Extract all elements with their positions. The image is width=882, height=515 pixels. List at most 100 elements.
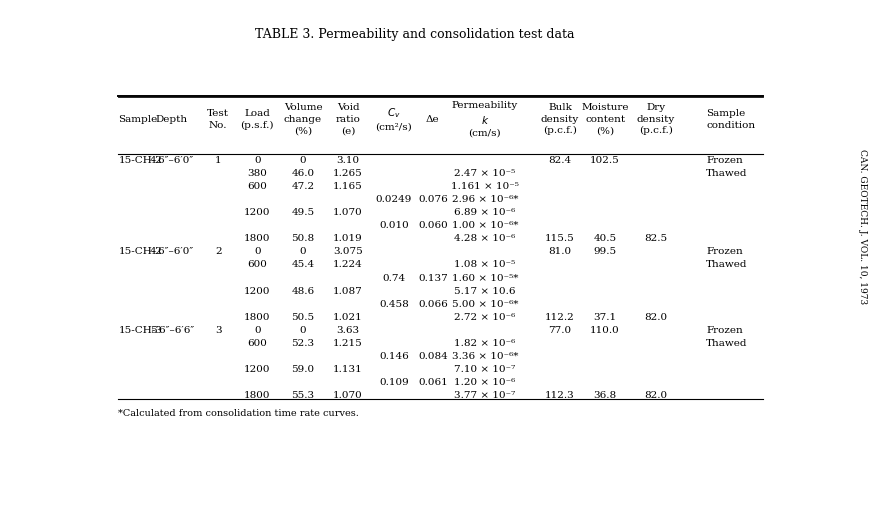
Text: Sample: Sample <box>118 115 158 124</box>
Text: 0.74: 0.74 <box>383 273 406 283</box>
Text: 1200: 1200 <box>244 208 271 217</box>
Text: Frozen: Frozen <box>706 247 743 256</box>
Text: 59.0: 59.0 <box>291 365 315 374</box>
Text: 3.77 × 10⁻⁷: 3.77 × 10⁻⁷ <box>454 391 515 400</box>
Text: Depth: Depth <box>156 115 188 124</box>
Text: 2.96 × 10⁻⁶*: 2.96 × 10⁻⁶* <box>452 195 518 204</box>
Text: 3.36 × 10⁻⁶*: 3.36 × 10⁻⁶* <box>452 352 518 361</box>
Text: 77.0: 77.0 <box>549 326 572 335</box>
Text: 3.10: 3.10 <box>337 156 360 165</box>
Text: 82.4: 82.4 <box>549 156 572 165</box>
Text: $C_v$
(cm²/s): $C_v$ (cm²/s) <box>376 107 412 132</box>
Text: 2.47 × 10⁻⁵: 2.47 × 10⁻⁵ <box>454 169 515 178</box>
Text: Thawed: Thawed <box>706 169 748 178</box>
Text: 82.0: 82.0 <box>644 313 668 322</box>
Text: 1.165: 1.165 <box>333 182 363 191</box>
Text: 82.0: 82.0 <box>644 391 668 400</box>
Text: 0.109: 0.109 <box>379 378 408 387</box>
Text: 5′6″–6′6″: 5′6″–6′6″ <box>150 326 194 335</box>
Text: *Calculated from consolidation time rate curves.: *Calculated from consolidation time rate… <box>118 409 359 418</box>
Text: 4.28 × 10⁻⁶: 4.28 × 10⁻⁶ <box>454 234 515 243</box>
Text: Load
(p.s.f.): Load (p.s.f.) <box>241 109 274 130</box>
Text: 15-CH-2: 15-CH-2 <box>118 247 162 256</box>
Text: 0.060: 0.060 <box>418 221 448 230</box>
Text: 37.1: 37.1 <box>594 313 617 322</box>
Text: 600: 600 <box>247 339 267 348</box>
Text: 0.066: 0.066 <box>418 300 448 308</box>
Text: Volume
change
(%): Volume change (%) <box>284 104 322 135</box>
Text: 1.82 × 10⁻⁶: 1.82 × 10⁻⁶ <box>454 339 515 348</box>
Text: 112.2: 112.2 <box>545 313 575 322</box>
Text: 40.5: 40.5 <box>594 234 617 243</box>
Text: 0.084: 0.084 <box>418 352 448 361</box>
Text: 0: 0 <box>300 326 306 335</box>
Text: 1.265: 1.265 <box>333 169 363 178</box>
Text: 99.5: 99.5 <box>594 247 617 256</box>
Text: 45.4: 45.4 <box>291 261 315 269</box>
Text: 4′6″–6′0″: 4′6″–6′0″ <box>150 156 194 165</box>
Text: Dry
density
(p.c.f.): Dry density (p.c.f.) <box>637 104 675 135</box>
Text: 46.0: 46.0 <box>291 169 315 178</box>
Text: 1: 1 <box>215 156 221 165</box>
Text: Frozen: Frozen <box>706 156 743 165</box>
Text: 1.08 × 10⁻⁵: 1.08 × 10⁻⁵ <box>454 261 515 269</box>
Text: 50.8: 50.8 <box>291 234 315 243</box>
Text: 0.146: 0.146 <box>379 352 408 361</box>
Text: 0: 0 <box>254 156 260 165</box>
Text: 15-CH-2: 15-CH-2 <box>118 156 162 165</box>
Text: Frozen: Frozen <box>706 326 743 335</box>
Text: 0.076: 0.076 <box>418 195 448 204</box>
Text: 1.224: 1.224 <box>333 261 363 269</box>
Text: Thawed: Thawed <box>706 339 748 348</box>
Text: 0: 0 <box>300 156 306 165</box>
Text: 1.60 × 10⁻⁵*: 1.60 × 10⁻⁵* <box>452 273 518 283</box>
Text: 15-CH-3: 15-CH-3 <box>118 326 162 335</box>
Text: 110.0: 110.0 <box>590 326 620 335</box>
Text: 1.00 × 10⁻⁶*: 1.00 × 10⁻⁶* <box>452 221 518 230</box>
Text: 3: 3 <box>215 326 221 335</box>
Text: 1.215: 1.215 <box>333 339 363 348</box>
Text: 1800: 1800 <box>244 313 271 322</box>
Text: Void
ratio
(e): Void ratio (e) <box>336 104 361 135</box>
Text: 50.5: 50.5 <box>291 313 315 322</box>
Text: 81.0: 81.0 <box>549 247 572 256</box>
Text: Sample
condition: Sample condition <box>706 109 755 130</box>
Text: 112.3: 112.3 <box>545 391 575 400</box>
Text: 1800: 1800 <box>244 391 271 400</box>
Text: CAN. GEOTECH. J. VOL. 10, 1973: CAN. GEOTECH. J. VOL. 10, 1973 <box>858 149 867 304</box>
Text: 55.3: 55.3 <box>291 391 315 400</box>
Text: 600: 600 <box>247 182 267 191</box>
Text: 600: 600 <box>247 261 267 269</box>
Text: 0.010: 0.010 <box>379 221 408 230</box>
Text: Moisture
content
(%): Moisture content (%) <box>581 104 629 135</box>
Text: 380: 380 <box>247 169 267 178</box>
Text: 1.070: 1.070 <box>333 208 363 217</box>
Text: 4′6″–6′0″: 4′6″–6′0″ <box>150 247 194 256</box>
Text: 52.3: 52.3 <box>291 339 315 348</box>
Text: 1.019: 1.019 <box>333 234 363 243</box>
Text: Test
No.: Test No. <box>207 109 229 130</box>
Text: 0: 0 <box>254 326 260 335</box>
Text: 0.458: 0.458 <box>379 300 408 308</box>
Text: 1.087: 1.087 <box>333 287 363 296</box>
Text: 0: 0 <box>254 247 260 256</box>
Text: 1.070: 1.070 <box>333 391 363 400</box>
Text: 1200: 1200 <box>244 287 271 296</box>
Text: Δe: Δe <box>426 115 440 124</box>
Text: 1.161 × 10⁻⁵: 1.161 × 10⁻⁵ <box>451 182 519 191</box>
Text: 1.021: 1.021 <box>333 313 363 322</box>
Text: 5.17 × 10.6: 5.17 × 10.6 <box>454 287 516 296</box>
Text: 3.075: 3.075 <box>333 247 363 256</box>
Text: 115.5: 115.5 <box>545 234 575 243</box>
Text: 102.5: 102.5 <box>590 156 620 165</box>
Text: 48.6: 48.6 <box>291 287 315 296</box>
Text: 0.061: 0.061 <box>418 378 448 387</box>
Text: Bulk
density
(p.c.f.): Bulk density (p.c.f.) <box>541 104 579 135</box>
Text: 1.131: 1.131 <box>333 365 363 374</box>
Text: 2.72 × 10⁻⁶: 2.72 × 10⁻⁶ <box>454 313 515 322</box>
Text: 3.63: 3.63 <box>337 326 360 335</box>
Text: Thawed: Thawed <box>706 261 748 269</box>
Text: 1200: 1200 <box>244 365 271 374</box>
Text: 1.20 × 10⁻⁶: 1.20 × 10⁻⁶ <box>454 378 515 387</box>
Text: 47.2: 47.2 <box>291 182 315 191</box>
